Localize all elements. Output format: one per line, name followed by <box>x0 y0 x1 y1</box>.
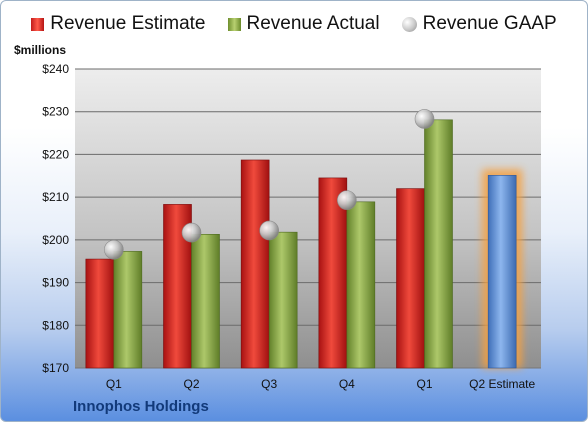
x-tick-label: Q1 <box>106 377 122 391</box>
legend-revenue-actual: Revenue Actual <box>227 13 380 35</box>
y-tick-label: $200 <box>42 233 69 247</box>
bar-revenue-estimate <box>396 188 425 369</box>
legend-revenue-gaap: Revenue GAAP <box>401 13 557 35</box>
y-tick-label: $180 <box>42 318 69 332</box>
x-tick-label: Q4 <box>339 377 355 391</box>
point-revenue-gaap <box>414 109 435 129</box>
legend-swatch-actual <box>227 17 241 31</box>
bar-revenue-actual <box>424 119 453 369</box>
y-tick-label: $220 <box>42 147 69 161</box>
bar-revenue-estimate <box>85 258 115 369</box>
y-tick-label: $230 <box>42 105 69 119</box>
x-tick-label: Q3 <box>261 377 277 391</box>
point-revenue-gaap <box>104 239 124 260</box>
point-revenue-gaap <box>181 222 202 243</box>
bar-revenue-actual <box>346 201 376 369</box>
bar-revenue-estimate <box>240 159 270 369</box>
y-tick-label: $210 <box>42 190 69 204</box>
plot-area <box>75 69 541 368</box>
legend: Revenue Estimate Revenue Actual Revenue … <box>1 13 587 35</box>
y-tick-label: $170 <box>42 361 69 375</box>
y-tick-label: $190 <box>42 276 69 290</box>
legend-swatch-estimate <box>31 17 45 31</box>
bar-q2-estimate <box>487 175 517 369</box>
x-tick-label: Q1 <box>416 377 432 391</box>
x-tick-label: Q2 Estimate <box>469 377 535 391</box>
bar-revenue-estimate <box>318 177 348 369</box>
legend-revenue-estimate: Revenue Estimate <box>31 13 206 35</box>
x-tick-label: Q2 <box>183 377 199 391</box>
legend-label-gaap: Revenue GAAP <box>422 13 557 34</box>
legend-label-actual: Revenue Actual <box>246 13 380 34</box>
bar-revenue-actual <box>113 251 143 369</box>
y-axis-unit-label: $millions <box>14 43 67 57</box>
y-tick-label: $240 <box>42 62 69 76</box>
bar-revenue-actual <box>191 234 220 369</box>
legend-label-estimate: Revenue Estimate <box>50 13 206 34</box>
bar-revenue-actual <box>268 231 298 369</box>
point-revenue-gaap <box>259 220 279 241</box>
company-name: Innophos Holdings <box>73 398 209 415</box>
legend-swatch-gaap <box>401 16 417 32</box>
point-revenue-gaap <box>337 190 357 210</box>
